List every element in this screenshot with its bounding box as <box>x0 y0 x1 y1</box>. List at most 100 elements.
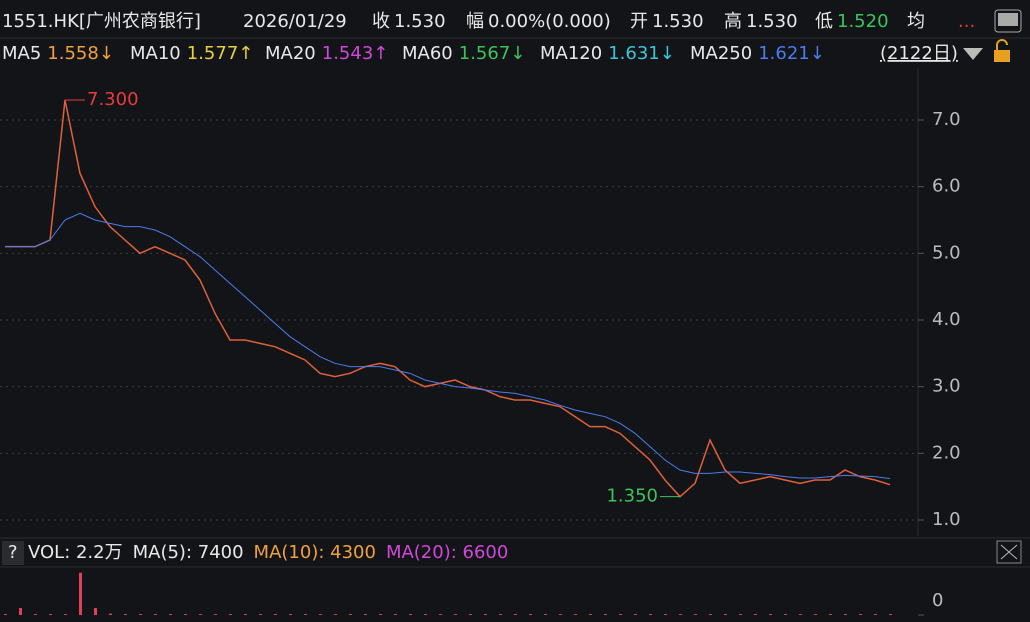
volume-bar <box>154 614 157 615</box>
close-button[interactable] <box>996 540 1022 564</box>
dropdown-icon[interactable] <box>963 48 983 60</box>
y-tick-label: 3.0 <box>932 376 961 397</box>
volume-bar <box>499 614 502 615</box>
volume-bar <box>184 614 187 615</box>
volume-bar <box>664 614 667 615</box>
volume-bar <box>529 614 532 615</box>
quote-value: 1.530 <box>394 11 446 32</box>
annotation-label: 1.350 <box>606 486 658 507</box>
y-tick-label: 2.0 <box>932 442 961 463</box>
date: 2026/01/29 <box>243 11 347 32</box>
ma-name: MA5 <box>2 43 41 64</box>
volume-indicator: MA(5): 7400 <box>133 542 244 563</box>
volume-bar <box>319 614 322 615</box>
volume-bar <box>169 614 172 615</box>
volume-bar <box>484 614 487 615</box>
period[interactable]: (2122日) <box>880 43 958 64</box>
volume-bar <box>229 614 232 615</box>
volume-bar <box>769 614 772 615</box>
volume-bar <box>274 614 277 615</box>
volume-bar <box>289 614 292 615</box>
quote-value: 1.520 <box>837 11 889 32</box>
volume-bar <box>544 614 547 615</box>
volume-bar <box>439 614 442 615</box>
volume-bar <box>619 614 622 615</box>
lock-shackle <box>996 39 1008 50</box>
volume-bar <box>589 614 592 615</box>
volume-bar <box>829 614 832 615</box>
volume-bar <box>799 614 802 615</box>
volume-bar <box>454 614 457 615</box>
quote-value: 1.530 <box>746 11 798 32</box>
wp-icon-screen <box>998 13 1018 26</box>
volume-bar <box>64 614 67 615</box>
ma-value: 1.558↓ <box>47 43 114 64</box>
quote-label: 幅 <box>466 11 484 32</box>
volume-bar <box>124 614 127 615</box>
y-tick-label: 6.0 <box>932 176 961 197</box>
volume-bar <box>514 614 517 615</box>
volume-bar <box>79 572 82 615</box>
volume-bar <box>19 607 22 615</box>
ma-value: 1.621↓ <box>758 43 825 64</box>
volume-bar <box>334 614 337 615</box>
ma-value: 1.631↓ <box>608 43 675 64</box>
volume-bar <box>349 614 352 615</box>
wp-icon[interactable] <box>994 9 1022 33</box>
volume-bar <box>694 614 697 615</box>
volume-bar <box>304 614 307 615</box>
quote-label: 开 <box>630 11 648 32</box>
lock-icon[interactable] <box>994 50 1010 62</box>
help-button[interactable] <box>2 541 24 565</box>
volume-bar <box>814 614 817 615</box>
volume-bar <box>409 614 412 615</box>
y-tick-label: 4.0 <box>932 309 961 330</box>
volume-indicator: VOL: 2.2万 <box>28 542 123 563</box>
volume-bar <box>754 614 757 615</box>
volume-bar <box>844 614 847 615</box>
volume-bar <box>94 607 97 615</box>
quote-label: 低 <box>815 11 833 32</box>
volume-bar <box>199 614 202 615</box>
volume-bar <box>214 614 217 615</box>
ma-value: 1.543↑ <box>322 43 389 64</box>
y-tick-label: 5.0 <box>932 242 961 263</box>
volume-bar <box>424 614 427 615</box>
volume-indicator: MA(20): 6600 <box>386 542 508 563</box>
volume-bar <box>139 614 142 615</box>
volume-bar <box>889 614 892 615</box>
price-line <box>5 99 891 498</box>
ma-value: 1.567↓ <box>459 43 526 64</box>
quote-value: 1.530 <box>652 11 704 32</box>
volume-bar <box>574 614 577 615</box>
volume-bar <box>469 614 472 615</box>
volume-bar <box>559 614 562 615</box>
ma-value: 1.577↑ <box>187 43 254 64</box>
volume-bar <box>49 614 52 615</box>
close-icon <box>1000 544 1018 560</box>
quote-value: 0.00%(0.000) <box>488 11 611 32</box>
volume-indicator: MA(10): 4300 <box>254 542 376 563</box>
ma-name: MA10 <box>130 43 181 64</box>
volume-bar <box>709 614 712 615</box>
annotation-label: 7.300 <box>87 89 139 110</box>
volume-bar <box>364 614 367 615</box>
ma-name: MA20 <box>265 43 316 64</box>
y-tick-label: 0 <box>932 590 943 611</box>
volume-bar <box>4 614 7 615</box>
ma-name: MA250 <box>690 43 752 64</box>
moving-average-line <box>5 212 891 480</box>
quote-label: 高 <box>724 11 742 32</box>
volume-bar <box>784 614 787 615</box>
help-text[interactable]: ? <box>8 542 18 563</box>
volume-bar <box>724 614 727 615</box>
volume-bar <box>634 614 637 615</box>
volume-bar <box>649 614 652 615</box>
volume-bar <box>109 613 112 615</box>
more-menu[interactable]: ... <box>958 11 975 32</box>
stock-title: 1551.HK[广州农商银行] <box>2 11 201 32</box>
quote-label: 均 <box>907 11 925 32</box>
volume-bar <box>604 614 607 615</box>
